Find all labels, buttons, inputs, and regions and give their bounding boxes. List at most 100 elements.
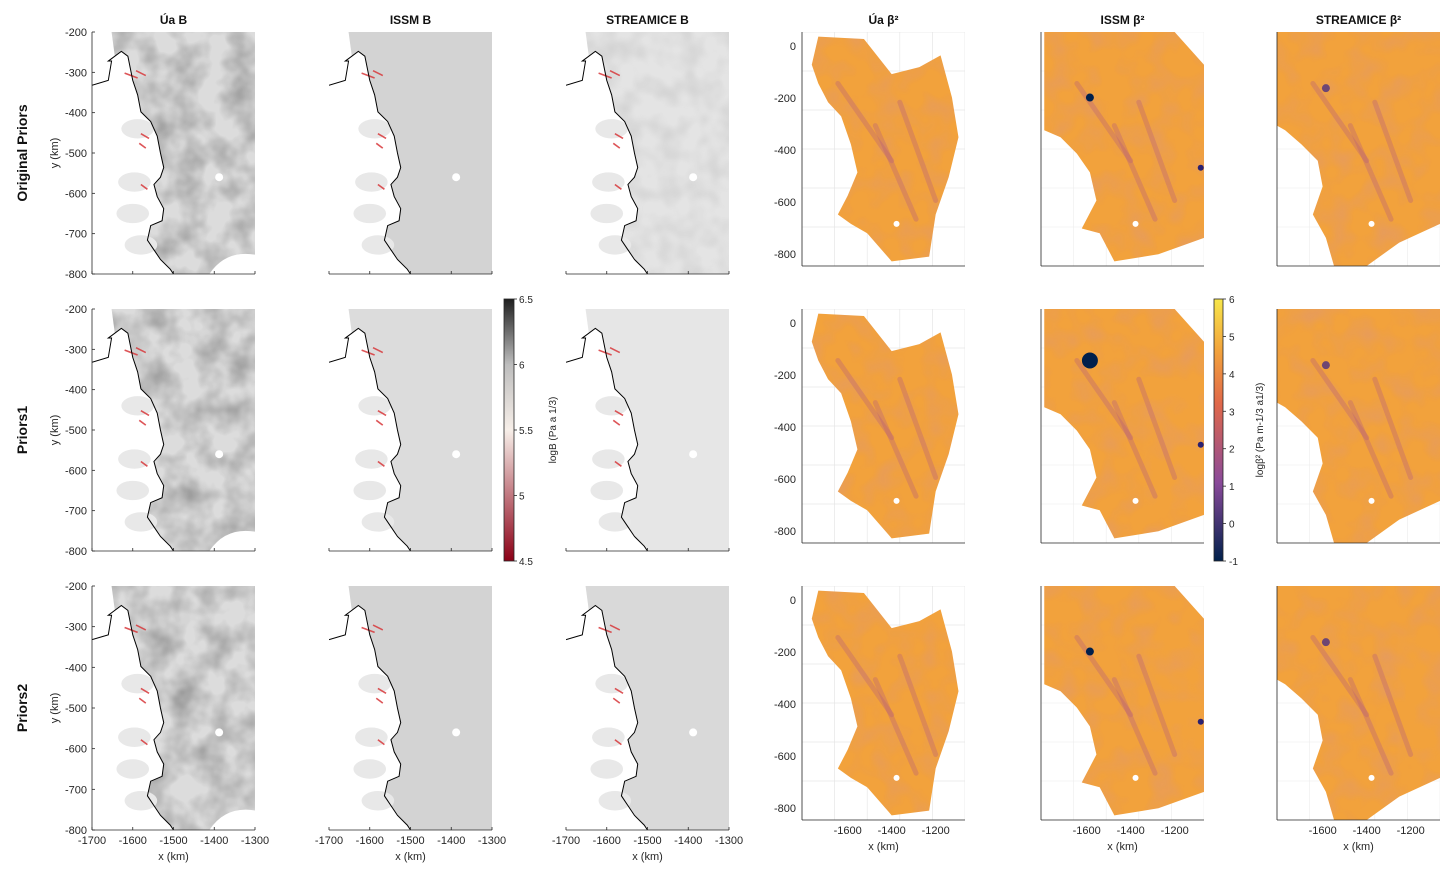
x-tick-label: -1600	[356, 835, 384, 847]
panel-beta-r0-c2	[1276, 32, 1440, 267]
ice-shelf	[590, 480, 624, 501]
ice-shelf	[121, 673, 154, 694]
y-tick-label: -300	[65, 344, 87, 356]
colorbar-tick-label: -1	[1229, 557, 1238, 568]
nunatak-hole	[215, 728, 224, 737]
nunatak-hole	[1368, 497, 1375, 504]
colorbar-tick-label: 4.5	[519, 557, 533, 568]
ice-shelf	[118, 172, 151, 192]
x-tick-label: -1300	[715, 835, 743, 847]
nunatak-hole	[893, 220, 900, 227]
ice-shelf	[361, 790, 395, 811]
colorbar-tick-label: 0	[1229, 520, 1235, 531]
low-b-streak	[375, 419, 384, 426]
column-title: Úa β²	[869, 12, 899, 27]
ice-shelf	[361, 235, 395, 255]
grounding-line	[92, 327, 174, 551]
low-b-streak	[612, 419, 621, 426]
y-tick-label: -800	[65, 269, 87, 281]
x-tick-label: -1500	[159, 835, 187, 847]
low-b-streak	[124, 72, 138, 79]
y-axis-label: y (km)	[49, 138, 61, 169]
y-tick-label: -400	[774, 422, 796, 434]
grounding-line	[566, 604, 648, 830]
low-b-streak	[138, 419, 147, 426]
y-tick-label: -400	[65, 662, 87, 674]
row-title: Original Priors	[14, 104, 30, 201]
low-friction-stream	[1074, 634, 1134, 718]
ocean-mask	[329, 32, 352, 86]
ice-shelf	[124, 512, 158, 532]
panel-beta-r0-c0: 0 -200 -400 -600 -800	[774, 32, 965, 267]
panel-beta-r0-c1	[1040, 32, 1204, 267]
ocean-mask	[209, 809, 255, 830]
panel-beta-r1-c2	[1276, 309, 1440, 544]
y-tick-label: -700	[65, 784, 87, 796]
ocean-mask	[92, 309, 115, 363]
panel-beta-r1-c0: 0 -200 -400 -600 -800	[774, 309, 965, 544]
ocean-mask	[566, 328, 648, 551]
low-b-streak	[614, 132, 624, 140]
low-friction-stream	[897, 376, 939, 480]
grounding-line	[566, 327, 648, 551]
low-b-streak	[361, 626, 375, 634]
x-tick-label: -1600	[1309, 825, 1337, 837]
nunatak-hole	[1132, 497, 1139, 504]
ocean-mask	[566, 586, 589, 640]
low-b-streak	[140, 687, 150, 695]
ocean-mask	[329, 586, 352, 640]
ocean-mask	[566, 51, 648, 274]
nunatak-hole	[1132, 774, 1139, 781]
low-friction-stream	[1111, 677, 1158, 776]
y-tick-label: -800	[774, 803, 796, 815]
x-tick-label: -1200	[922, 825, 950, 837]
grounding-line	[329, 604, 411, 830]
low-beta-spot	[1085, 647, 1094, 656]
panel-b-r2-c0: -200 -300 -400 -500 -600 -700 -800 y (km) -1700 -…	[49, 581, 269, 863]
x-tick-label: -1400	[674, 835, 702, 847]
y-tick-label: -200	[774, 93, 796, 105]
ocean-mask	[92, 51, 174, 274]
low-friction-stream	[1347, 123, 1394, 222]
grounding-line	[92, 604, 174, 830]
low-beta-spot	[1197, 164, 1204, 171]
low-beta-spot	[1197, 441, 1204, 448]
low-friction-stream	[1136, 653, 1178, 757]
nunatak-hole	[1132, 220, 1139, 227]
y-tick-label: 0	[790, 595, 796, 607]
ocean-mask	[329, 309, 352, 363]
x-tick-label: -1300	[478, 835, 506, 847]
ocean-mask	[566, 32, 589, 86]
nunatak-hole	[893, 774, 900, 781]
x-tick-label: -1300	[241, 835, 269, 847]
y-tick-label: -600	[65, 188, 87, 200]
colorbar-beta	[1213, 298, 1224, 562]
y-tick-label: -300	[65, 622, 87, 634]
low-b-streak	[377, 460, 385, 467]
low-friction-stream	[1347, 677, 1394, 776]
y-tick-label: -200	[774, 370, 796, 382]
ice-shelf	[355, 449, 388, 469]
low-friction-stream	[1136, 376, 1178, 480]
x-axis-label: x (km)	[1107, 841, 1138, 853]
y-tick-label: -700	[65, 229, 87, 241]
low-b-streak	[372, 624, 384, 631]
ocean-mask	[329, 605, 411, 830]
nunatak-hole	[689, 173, 698, 182]
x-tick-label: -1200	[1161, 825, 1189, 837]
low-b-streak	[614, 739, 622, 746]
ice-shelf	[116, 203, 150, 224]
low-friction-stream	[872, 123, 919, 222]
low-b-streak	[140, 739, 148, 746]
low-b-streak	[140, 132, 150, 140]
colorbar-label: logβ² (Pa m-1/3 a1/3)	[1255, 383, 1266, 478]
y-tick-label: -200	[774, 647, 796, 659]
x-tick-label: -1400	[437, 835, 465, 847]
column-title: STREAMICE β²	[1316, 13, 1401, 27]
y-tick-label: -400	[65, 108, 87, 120]
ice-shelf	[598, 235, 632, 255]
panel-beta-r2-c1: -1600 -1400 -1200 x (km)	[1040, 586, 1204, 853]
low-b-streak	[361, 72, 375, 79]
low-b-streak	[135, 347, 147, 354]
